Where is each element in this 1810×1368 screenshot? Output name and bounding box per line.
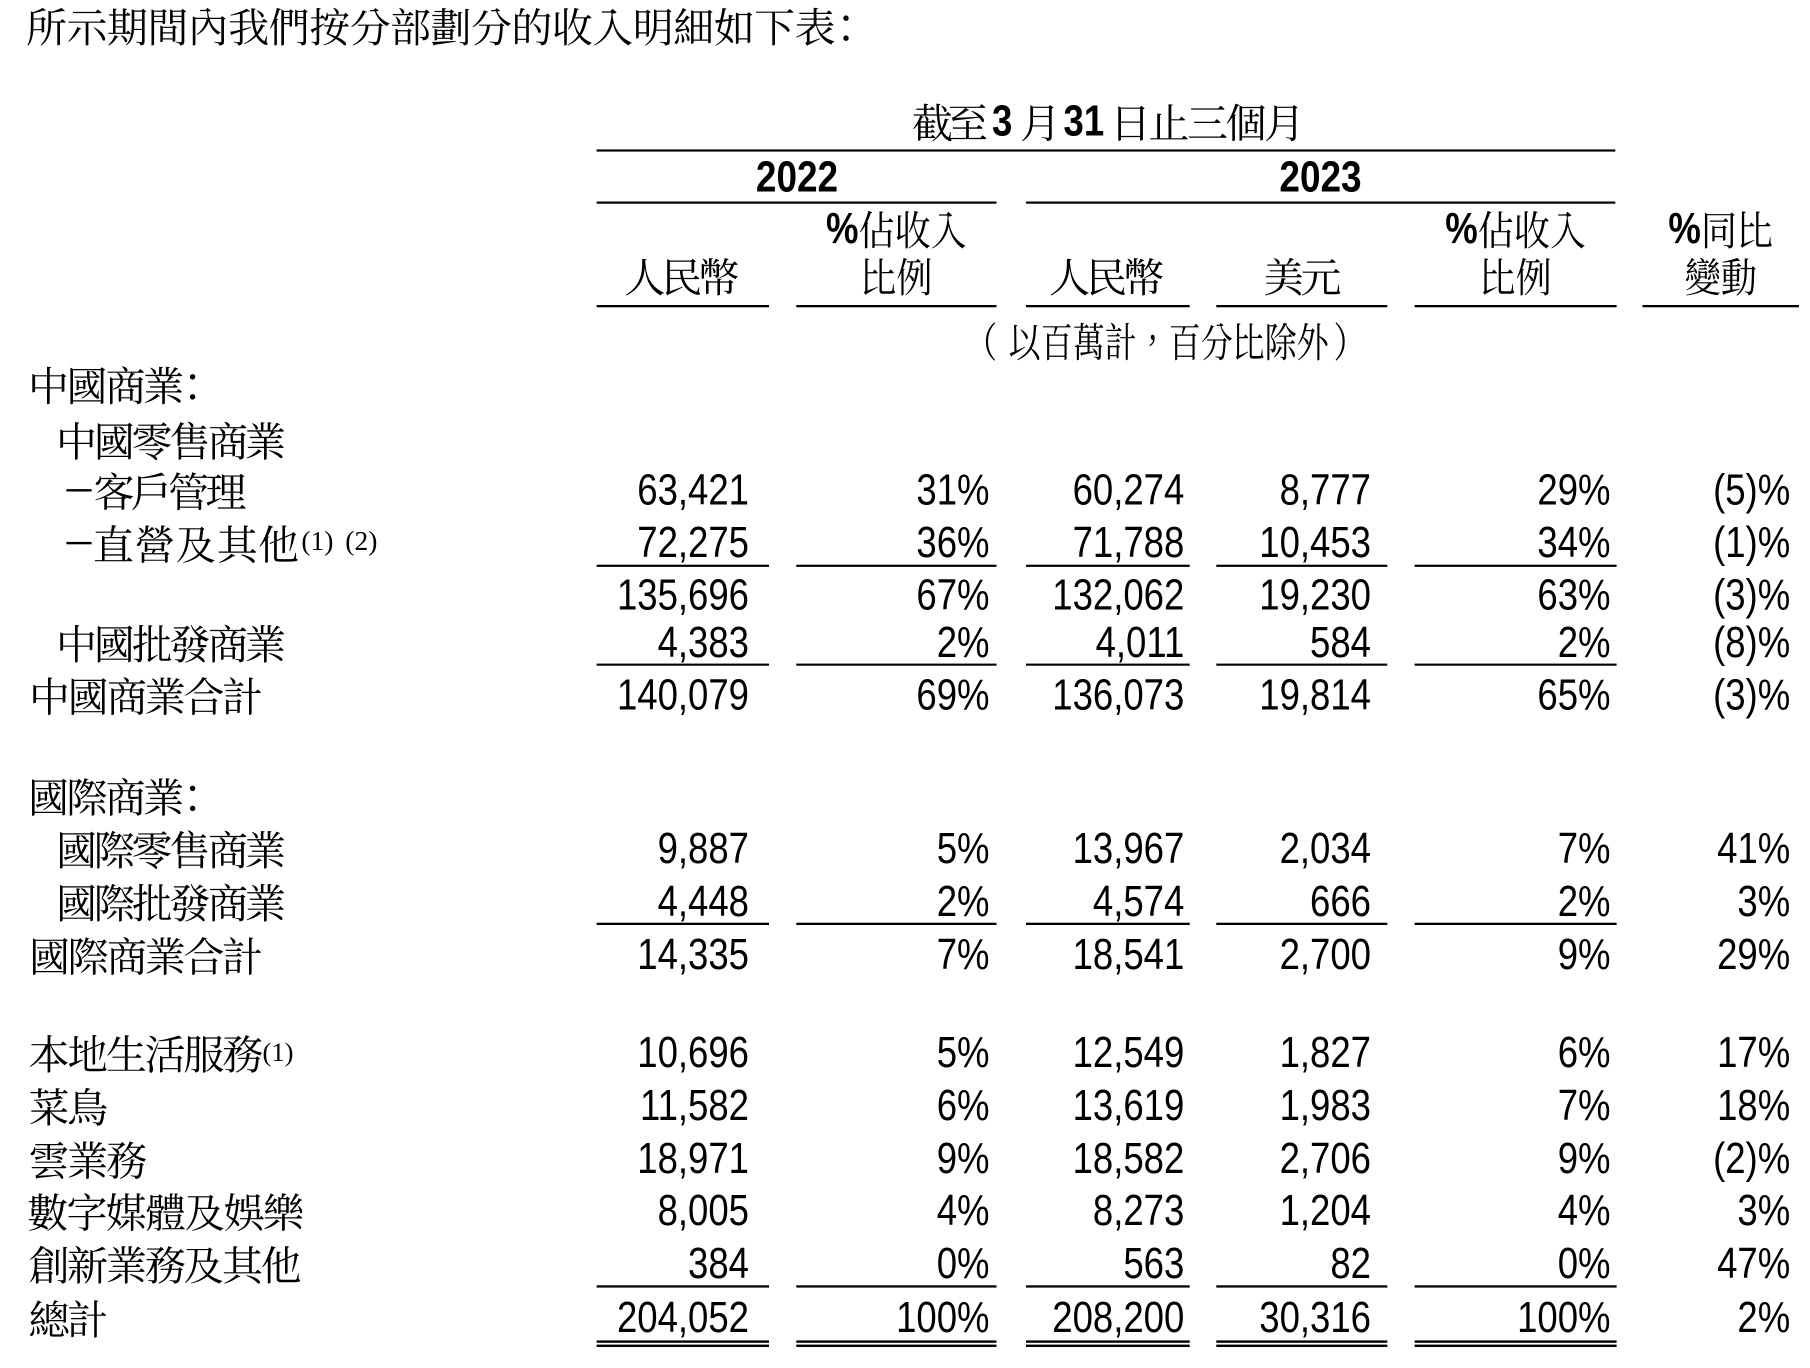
svg-text:41%: 41% [1717,824,1790,873]
svg-text:36%: 36% [916,518,989,567]
svg-text:4%: 4% [937,1186,990,1235]
svg-text:19,814: 19,814 [1259,670,1371,719]
svg-text:31: 31 [1064,96,1105,145]
svg-text:71,788: 71,788 [1073,518,1185,567]
svg-text:100%: 100% [1517,1293,1610,1342]
svg-text:12,549: 12,549 [1073,1028,1185,1077]
svg-text:31%: 31% [916,465,989,514]
svg-text:140,079: 140,079 [617,670,749,719]
svg-text:(5)%: (5)% [1713,465,1790,514]
svg-text:1,983: 1,983 [1280,1081,1371,1130]
svg-text:6%: 6% [1558,1028,1611,1077]
svg-text:2023: 2023 [1279,151,1361,201]
svg-text:132,062: 132,062 [1052,570,1184,619]
svg-text:2%: 2% [1558,618,1611,667]
svg-text:5%: 5% [937,1028,990,1077]
svg-text:63,421: 63,421 [637,465,749,514]
svg-text:208,200: 208,200 [1052,1293,1184,1342]
svg-text:14,335: 14,335 [637,930,749,979]
svg-text:%: % [1445,204,1477,253]
svg-text:2,700: 2,700 [1280,930,1371,979]
svg-text:(1)%: (1)% [1713,518,1790,567]
svg-text:34%: 34% [1537,518,1610,567]
svg-text:0%: 0% [937,1239,990,1288]
svg-text:(3)%: (3)% [1713,570,1790,619]
svg-text:11,582: 11,582 [640,1081,749,1130]
svg-text:19,230: 19,230 [1259,570,1371,619]
svg-text:69%: 69% [916,670,989,719]
svg-text:18%: 18% [1717,1081,1790,1130]
svg-text:(3)%: (3)% [1713,670,1790,719]
svg-text:9%: 9% [1558,1134,1611,1183]
svg-text:666: 666 [1310,877,1371,926]
svg-text:13,619: 13,619 [1073,1081,1185,1130]
svg-text:17%: 17% [1717,1028,1790,1077]
svg-text:9,887: 9,887 [658,824,749,873]
svg-text:29%: 29% [1717,930,1790,979]
svg-text:2022: 2022 [756,151,838,201]
svg-text:3%: 3% [1737,1186,1790,1235]
svg-text:1,827: 1,827 [1280,1028,1371,1077]
svg-text:(8)%: (8)% [1713,618,1790,667]
svg-text:2%: 2% [937,877,990,926]
svg-text:4,448: 4,448 [658,877,749,926]
svg-text:384: 384 [688,1239,749,1288]
svg-text:(1): (1) [263,1037,294,1067]
svg-text:8,005: 8,005 [658,1186,749,1235]
svg-text:2,034: 2,034 [1280,824,1371,873]
svg-text:3%: 3% [1737,877,1790,926]
svg-text:584: 584 [1310,618,1371,667]
svg-text:(1): (1) [301,525,333,556]
svg-text:29%: 29% [1537,465,1610,514]
svg-text:13,967: 13,967 [1073,824,1185,873]
svg-text:9%: 9% [1558,930,1611,979]
svg-text:2,706: 2,706 [1280,1134,1371,1183]
svg-text:60,274: 60,274 [1073,465,1185,514]
svg-text:3: 3 [992,96,1012,145]
svg-text:%: % [826,204,858,253]
svg-text:67%: 67% [916,570,989,619]
svg-text:5%: 5% [937,824,990,873]
svg-text:100%: 100% [896,1293,989,1342]
svg-text:2%: 2% [1558,877,1611,926]
svg-text:18,582: 18,582 [1073,1134,1185,1183]
svg-text:4,011: 4,011 [1096,618,1185,667]
svg-text:136,073: 136,073 [1052,670,1184,719]
svg-text:2%: 2% [1737,1293,1790,1342]
svg-text:7%: 7% [937,930,990,979]
svg-text:65%: 65% [1537,670,1610,719]
svg-text:82: 82 [1330,1239,1371,1288]
svg-text:(2): (2) [345,525,377,556]
svg-text:7%: 7% [1558,1081,1611,1130]
svg-text:%: % [1668,204,1700,253]
svg-text:63%: 63% [1537,570,1610,619]
svg-text:18,971: 18,971 [637,1134,749,1183]
svg-text:4,574: 4,574 [1093,877,1184,926]
svg-text:6%: 6% [937,1081,990,1130]
svg-text:47%: 47% [1717,1239,1790,1288]
svg-text:204,052: 204,052 [617,1293,749,1342]
svg-text:2%: 2% [937,618,990,667]
svg-text:18,541: 18,541 [1073,930,1185,979]
svg-text:72,275: 72,275 [637,518,749,567]
svg-text:8,777: 8,777 [1280,465,1371,514]
svg-text:4%: 4% [1558,1186,1611,1235]
svg-text:7%: 7% [1558,824,1611,873]
svg-text:(2)%: (2)% [1713,1134,1790,1183]
svg-text:4,383: 4,383 [658,618,749,667]
svg-text:9%: 9% [937,1134,990,1183]
svg-text:1,204: 1,204 [1280,1186,1371,1235]
svg-text:10,453: 10,453 [1259,518,1371,567]
svg-text:563: 563 [1123,1239,1184,1288]
svg-text:8,273: 8,273 [1093,1186,1184,1235]
svg-text:10,696: 10,696 [637,1028,749,1077]
svg-text:135,696: 135,696 [617,570,749,619]
svg-text:0%: 0% [1558,1239,1611,1288]
svg-text:30,316: 30,316 [1259,1293,1371,1342]
